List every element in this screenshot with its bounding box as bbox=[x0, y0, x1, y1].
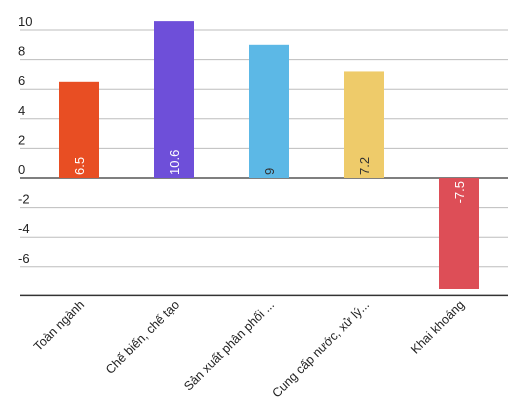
data-label: 9 bbox=[262, 168, 277, 175]
category-label: Sản xuất phân phối ... bbox=[181, 298, 277, 394]
y-tick-label: 6 bbox=[18, 73, 25, 88]
y-tick-label: 2 bbox=[18, 132, 25, 147]
category-label: Toàn ngành bbox=[31, 298, 87, 354]
category-label: Khai khoáng bbox=[408, 298, 467, 357]
y-tick-label: -2 bbox=[18, 192, 30, 207]
bar bbox=[344, 71, 384, 178]
x-axis-categories: Toàn ngành Chế biến, chế tạo Sản xuất phân… bbox=[31, 298, 467, 401]
y-tick-label: 4 bbox=[18, 103, 25, 118]
y-tick-label: 0 bbox=[18, 162, 25, 177]
data-label: 7.2 bbox=[357, 157, 372, 175]
y-tick-label: -4 bbox=[18, 221, 30, 236]
data-labels: 6.5 10.6 9 7.2 -7.5 bbox=[72, 150, 467, 204]
bar bbox=[249, 44, 289, 178]
category-label: Cung cấp nước, xử lý... bbox=[269, 298, 372, 401]
data-label: 6.5 bbox=[72, 157, 87, 175]
y-tick-label: 8 bbox=[18, 44, 25, 59]
bar bbox=[439, 178, 479, 289]
bar bbox=[59, 81, 99, 178]
data-label: -7.5 bbox=[452, 181, 467, 203]
y-tick-label: -6 bbox=[18, 251, 30, 266]
y-axis-ticks: 10 8 6 4 2 0 -2 -4 -6 bbox=[18, 14, 32, 266]
bars bbox=[59, 21, 479, 289]
y-tick-label: 10 bbox=[18, 14, 32, 29]
bar bbox=[154, 21, 194, 179]
category-label: Chế biến, chế tạo bbox=[103, 298, 182, 377]
data-label: 10.6 bbox=[167, 150, 182, 175]
